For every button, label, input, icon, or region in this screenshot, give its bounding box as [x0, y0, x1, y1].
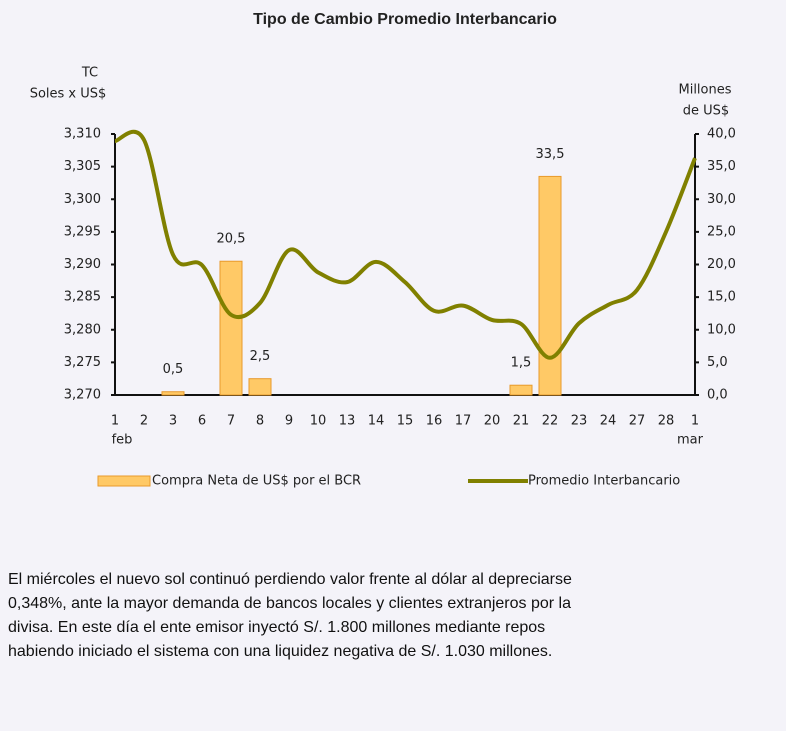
data-label: 33,5: [536, 147, 565, 162]
y-tick-label: 3,290: [64, 257, 101, 272]
y-tick-label: 3,305: [64, 159, 101, 174]
x-tick-label: 9: [285, 414, 293, 429]
x-tick-label: 22: [542, 414, 559, 429]
data-label: 20,5: [217, 232, 246, 247]
x-tick-label: 15: [397, 414, 414, 429]
paragraph-line: 0,348%, ante la mayor demanda de bancos …: [8, 595, 571, 612]
x-tick-label: 2: [140, 414, 148, 429]
y2-tick-label: 10,0: [707, 322, 736, 337]
y2-axis-label: de US$: [683, 104, 729, 119]
y2-tick-label: 40,0: [707, 127, 736, 142]
y2-tick-label: 30,0: [707, 192, 736, 207]
x-tick-label: 23: [571, 414, 588, 429]
x-tick-label: 10: [310, 414, 327, 429]
x-tick-label: 14: [368, 414, 385, 429]
y-tick-label: 3,300: [64, 192, 101, 207]
paragraph-line: habiendo iniciado el sistema con una liq…: [8, 643, 553, 660]
y2-tick-label: 25,0: [707, 224, 736, 239]
paragraph: El miércoles el nuevo sol continuó perdi…: [8, 568, 786, 664]
y-axis-label: Soles x US$: [30, 87, 107, 102]
x-tick-label: 6: [198, 414, 206, 429]
x-tick-label: 20: [484, 414, 501, 429]
month-label: mar: [677, 433, 704, 448]
y2-tick-label: 5,0: [707, 355, 728, 370]
x-tick-label: 17: [455, 414, 472, 429]
y-tick-label: 3,275: [64, 355, 101, 370]
y-tick-label: 3,285: [64, 290, 101, 305]
y2-tick-label: 15,0: [707, 290, 736, 305]
legend-label: Compra Neta de US$ por el BCR: [152, 474, 361, 489]
chart-title: Tipo de Cambio Promedio Interbancario: [253, 11, 557, 28]
month-label: feb: [112, 433, 133, 448]
x-tick-label: 3: [169, 414, 177, 429]
x-tick-label: 21: [513, 414, 530, 429]
y-axis-label: TC: [81, 66, 98, 81]
x-tick-label: 1: [111, 414, 119, 429]
bar: [248, 378, 272, 396]
data-label: 0,5: [163, 362, 184, 377]
x-tick-label: 1: [691, 414, 699, 429]
y2-tick-label: 20,0: [707, 257, 736, 272]
bar: [509, 384, 533, 396]
y-tick-label: 3,310: [64, 127, 101, 142]
line: [114, 129, 697, 360]
y2-tick-label: 0,0: [707, 388, 728, 403]
bar: [219, 260, 243, 396]
legend-swatch: [97, 475, 151, 487]
bar: [538, 175, 562, 396]
y2-axis-label: Millones: [678, 83, 731, 98]
y-tick-label: 3,295: [64, 224, 101, 239]
x-tick-label: 13: [339, 414, 356, 429]
y2-tick-label: 35,0: [707, 159, 736, 174]
paragraph-line: El miércoles el nuevo sol continuó perdi…: [8, 571, 572, 588]
legend-label: Promedio Interbancario: [528, 474, 680, 489]
x-tick-label: 24: [600, 414, 617, 429]
paragraph-line: divisa. En este día el ente emisor inyec…: [8, 619, 546, 636]
x-tick-label: 8: [256, 414, 264, 429]
x-tick-label: 7: [227, 414, 235, 429]
data-label: 1,5: [511, 356, 532, 371]
data-label: 2,5: [250, 349, 271, 364]
x-tick-label: 28: [658, 414, 675, 429]
x-tick-label: 16: [426, 414, 443, 429]
chart: Tipo de Cambio Promedio Interbancario TC…: [30, 11, 736, 489]
y-tick-label: 3,280: [64, 322, 101, 337]
y-tick-label: 3,270: [64, 388, 101, 403]
bar: [161, 391, 185, 396]
x-tick-label: 27: [629, 414, 646, 429]
